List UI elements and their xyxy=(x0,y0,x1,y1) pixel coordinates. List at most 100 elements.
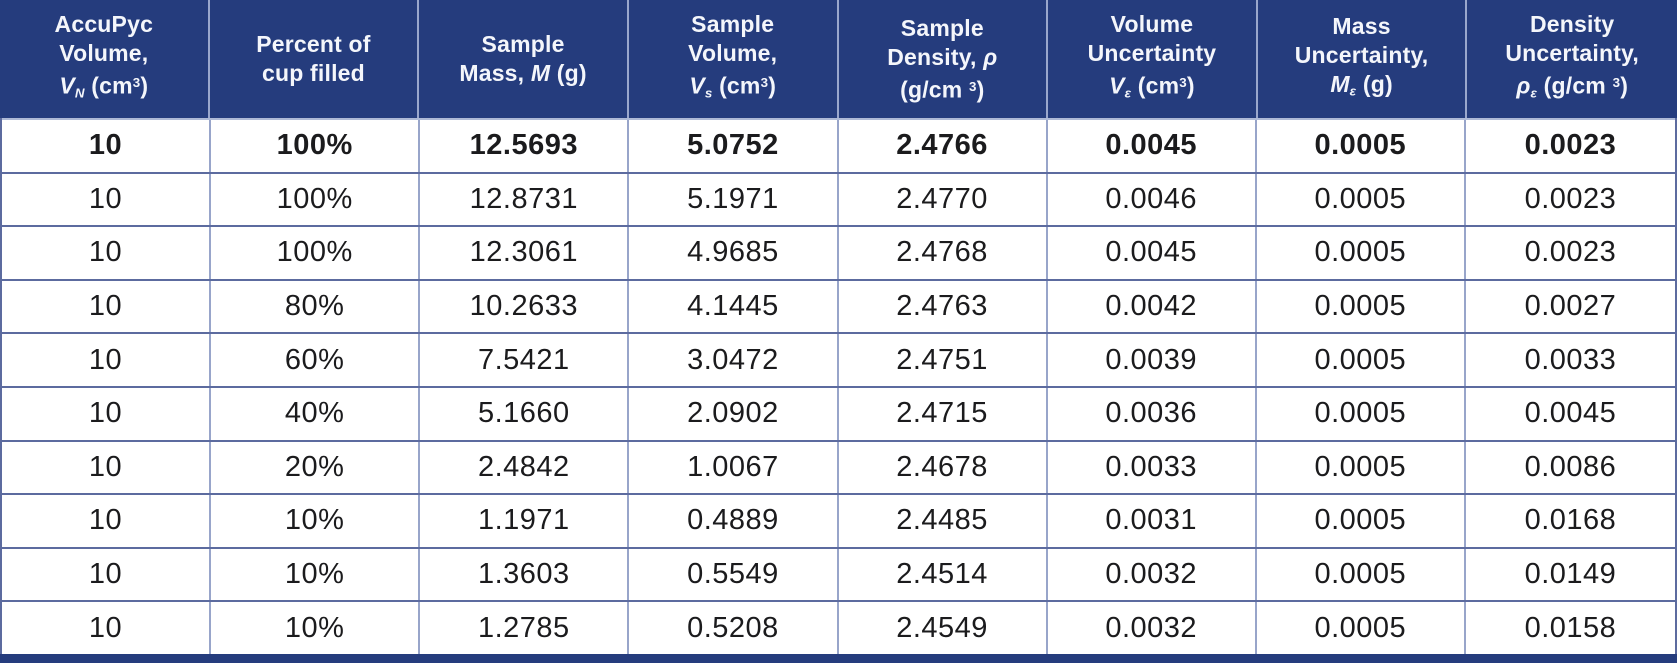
table-row: 10 10% 1.1971 0.4889 2.4485 0.0031 0.0005 0.016… xyxy=(2,493,1675,547)
table-cell-volume-uncertainty: 0.0046 xyxy=(1047,173,1257,226)
table-cell-sample-density: 2.4768 xyxy=(838,227,1048,279)
table-cell-sample-density: 2.4715 xyxy=(838,387,1048,440)
table-cell-volume-uncertainty: 0.0036 xyxy=(1047,387,1257,440)
header-cell-accupyc-volume: AccuPyc Volume, VN (cm3) xyxy=(0,0,210,118)
table-cell-density-uncertainty: 0.0023 xyxy=(1465,173,1675,226)
table-row: 10 60% 7.5421 3.0472 2.4751 0.0039 0.0005 0.003… xyxy=(2,332,1675,386)
header-line: Sample xyxy=(481,31,565,57)
table-body: 10 100% 12.5693 5.0752 2.4766 0.0045 0.0005 0.0… xyxy=(0,118,1677,654)
table-cell-percent-cup-filled: 10% xyxy=(211,548,421,601)
table-cell-sample-density: 2.4549 xyxy=(838,602,1048,654)
header-cell-percent-cup-filled: Percent of cup filled xyxy=(210,0,420,118)
header-line: Percent of xyxy=(256,31,371,57)
table-cell-sample-volume: 0.5208 xyxy=(629,602,839,654)
header-cell-volume-uncertainty: Volume Uncertainty Vε (cm3) xyxy=(1048,0,1258,118)
table-cell-density-uncertainty: 0.0149 xyxy=(1465,548,1675,601)
table-cell-sample-density: 2.4763 xyxy=(838,280,1048,333)
table-cell-accupyc-volume: 10 xyxy=(2,227,212,279)
table-cell-accupyc-volume: 10 xyxy=(2,173,212,226)
table-cell-mass-uncertainty: 0.0005 xyxy=(1256,441,1466,494)
table-cell-sample-density: 2.4751 xyxy=(838,334,1048,386)
header-line: Volume xyxy=(1110,11,1194,38)
table-cell-percent-cup-filled: 10% xyxy=(211,495,421,547)
table-cell-density-uncertainty: 0.0023 xyxy=(1465,120,1675,172)
table-cell-volume-uncertainty: 0.0032 xyxy=(1047,602,1257,654)
table-cell-accupyc-volume: 10 xyxy=(2,602,212,654)
header-line: Mass, M (g) xyxy=(459,60,587,86)
table-cell-percent-cup-filled: 20% xyxy=(211,441,421,494)
table-cell-percent-cup-filled: 100% xyxy=(211,173,421,226)
table-cell-sample-mass: 5.1660 xyxy=(420,387,630,440)
table-row: 10 100% 12.5693 5.0752 2.4766 0.0045 0.0005 0.0… xyxy=(2,118,1675,172)
header-line: Uncertainty, xyxy=(1505,40,1639,67)
table-cell-sample-density: 2.4678 xyxy=(838,441,1048,494)
table-cell-sample-volume: 5.1971 xyxy=(629,173,839,226)
header-line: Volume, xyxy=(688,40,778,67)
table-cell-mass-uncertainty: 0.0005 xyxy=(1256,602,1466,654)
table-cell-sample-mass: 12.3061 xyxy=(420,227,630,279)
table-row: 10 40% 5.1660 2.0902 2.4715 0.0036 0.0005 0.004… xyxy=(2,385,1675,440)
table-cell-volume-uncertainty: 0.0031 xyxy=(1047,495,1257,547)
table-header-row: AccuPyc Volume, VN (cm3) Percent of cup fill… xyxy=(0,0,1677,118)
table-cell-sample-mass: 1.3603 xyxy=(420,548,630,601)
table-cell-sample-density: 2.4485 xyxy=(838,495,1048,547)
table-cell-percent-cup-filled: 100% xyxy=(211,120,421,172)
table-row: 10 80% 10.2633 4.1445 2.4763 0.0042 0.0005 0.00… xyxy=(2,278,1675,333)
table-cell-volume-uncertainty: 0.0042 xyxy=(1047,280,1257,333)
header-cell-density-uncertainty: Density Uncertainty, ρε (g/cm 3) xyxy=(1467,0,1677,118)
table-cell-sample-mass: 1.1971 xyxy=(420,495,630,547)
table-cell-percent-cup-filled: 60% xyxy=(211,334,421,386)
header-line: Uncertainty xyxy=(1087,40,1217,67)
header-line: VN (cm3) xyxy=(59,72,149,101)
table-cell-density-uncertainty: 0.0158 xyxy=(1465,602,1675,654)
table-cell-accupyc-volume: 10 xyxy=(2,495,212,547)
table-cell-accupyc-volume: 10 xyxy=(2,441,212,494)
table-cell-mass-uncertainty: 0.0005 xyxy=(1256,495,1466,547)
table-cell-sample-volume: 3.0472 xyxy=(629,334,839,386)
table-cell-sample-density: 2.4766 xyxy=(838,120,1048,172)
header-line: Sample xyxy=(691,11,775,38)
table-cell-percent-cup-filled: 80% xyxy=(211,280,421,333)
header-line: Density xyxy=(1529,11,1615,38)
table-cell-volume-uncertainty: 0.0033 xyxy=(1047,441,1257,494)
header-line: Sample xyxy=(900,14,984,41)
header-line: Vs (cm3) xyxy=(689,72,777,101)
table-row: 10 20% 2.4842 1.0067 2.4678 0.0033 0.0005 0.008… xyxy=(2,439,1675,494)
table-cell-density-uncertainty: 0.0033 xyxy=(1465,334,1675,386)
table-cell-accupyc-volume: 10 xyxy=(2,334,212,386)
table-cell-sample-density: 2.4514 xyxy=(838,548,1048,601)
table-cell-accupyc-volume: 10 xyxy=(2,387,212,440)
table-cell-sample-mass: 7.5421 xyxy=(420,334,630,386)
table-bottom-bar xyxy=(0,654,1677,663)
table-row: 10 10% 1.2785 0.5208 2.4549 0.0032 0.0005 0.015… xyxy=(2,600,1675,654)
header-line: cup filled xyxy=(261,60,365,86)
table-cell-mass-uncertainty: 0.0005 xyxy=(1256,387,1466,440)
header-cell-sample-density: Sample Density, ρ (g/cm 3) xyxy=(839,0,1049,118)
header-line: Mε (g) xyxy=(1330,71,1393,99)
table-cell-sample-mass: 2.4842 xyxy=(420,441,630,494)
table-cell-accupyc-volume: 10 xyxy=(2,120,212,172)
table-cell-sample-volume: 0.4889 xyxy=(629,495,839,547)
table-cell-percent-cup-filled: 40% xyxy=(211,387,421,440)
header-line: Uncertainty, xyxy=(1294,42,1429,69)
table-cell-mass-uncertainty: 0.0005 xyxy=(1256,334,1466,386)
table-cell-percent-cup-filled: 10% xyxy=(211,602,421,654)
table-cell-sample-volume: 5.0752 xyxy=(629,120,839,172)
table-cell-mass-uncertainty: 0.0005 xyxy=(1256,280,1466,333)
header-line: Vε (cm3) xyxy=(1109,72,1195,101)
table-cell-sample-mass: 12.8731 xyxy=(420,173,630,226)
table-row: 10 100% 12.3061 4.9685 2.4768 0.0045 0.0005 0.0… xyxy=(2,225,1675,279)
header-cell-mass-uncertainty: Mass Uncertainty, Mε (g) xyxy=(1258,0,1468,118)
table-cell-volume-uncertainty: 0.0045 xyxy=(1047,227,1257,279)
header-line: Volume, xyxy=(59,40,149,67)
table-cell-density-uncertainty: 0.0045 xyxy=(1465,387,1675,440)
header-line: (g/cm 3) xyxy=(900,76,985,103)
header-line: Mass xyxy=(1332,13,1391,40)
table-cell-accupyc-volume: 10 xyxy=(2,280,212,333)
table-cell-percent-cup-filled: 100% xyxy=(211,227,421,279)
table-cell-sample-volume: 1.0067 xyxy=(629,441,839,494)
header-cell-sample-mass: Sample Mass, M (g) xyxy=(419,0,629,118)
table-cell-mass-uncertainty: 0.0005 xyxy=(1256,173,1466,226)
header-line: Density, ρ xyxy=(887,43,998,70)
table-cell-sample-volume: 2.0902 xyxy=(629,387,839,440)
